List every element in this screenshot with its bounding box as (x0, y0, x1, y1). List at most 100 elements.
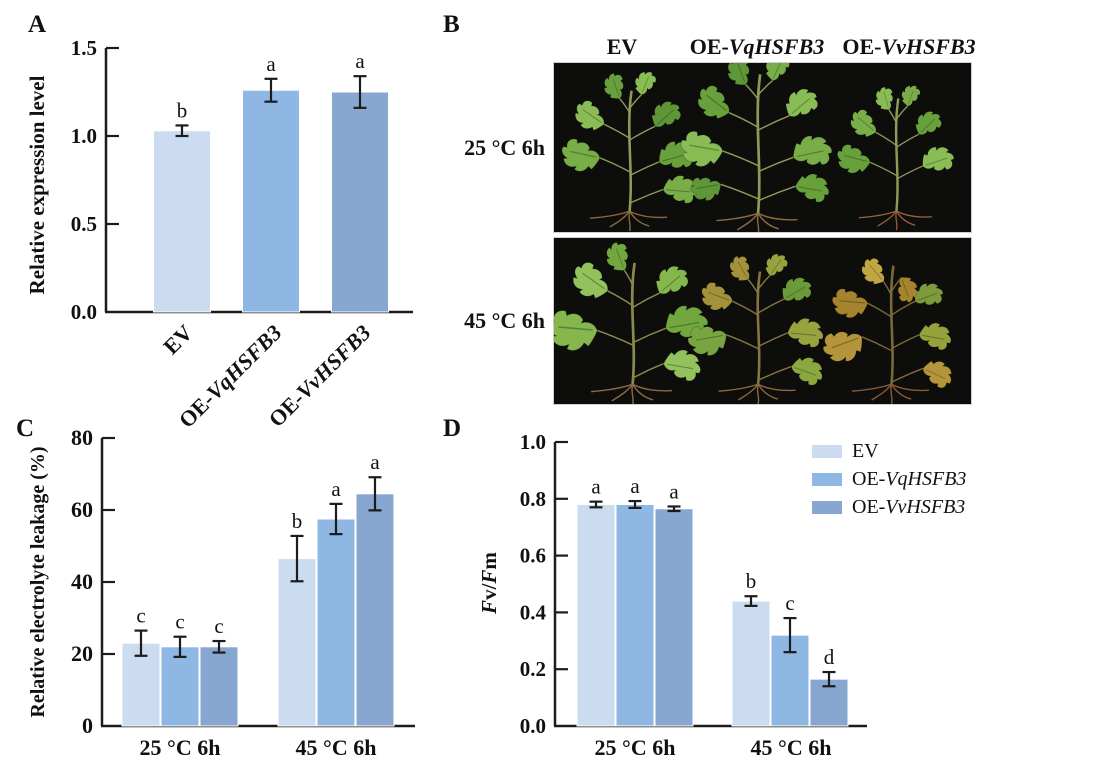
plant-leaf (873, 85, 897, 112)
y-tick-label: 0.8 (520, 487, 546, 511)
legend: EVOE-VqHSFB3OE-VvHSFB3 (812, 440, 966, 518)
plant-roots (591, 384, 672, 404)
chart-a-expression: 0.00.51.01.5Relative expression levelbaa… (0, 0, 445, 415)
y-tick-label: 1.5 (71, 36, 97, 60)
plant-leaf (650, 259, 693, 301)
plant-roots (859, 211, 932, 230)
plant-leaf (601, 71, 628, 102)
photo-25c-plants-drawing (554, 63, 971, 232)
y-tick-label: 0.5 (71, 212, 97, 236)
photo-row-label-25c: 25 °C 6h (464, 135, 545, 161)
legend-swatch (812, 473, 842, 486)
photo-column-label-ev: EV (607, 34, 638, 60)
sig-letter: c (214, 614, 223, 638)
plant-leaf (899, 82, 922, 108)
chart-d-fvfm: 0.00.20.40.60.81.0Fv/Fmabacad25 °C 6h45 … (440, 415, 1095, 763)
sig-letter: a (630, 474, 640, 498)
legend-swatch (812, 501, 842, 514)
y-tick-label: 40 (71, 569, 93, 594)
plant (686, 249, 827, 404)
photo-column-label-vv: OE-VvHSFB3 (842, 34, 975, 60)
plant-leaf (788, 353, 827, 388)
y-tick-label: 20 (71, 641, 93, 666)
plant-leaf (787, 317, 825, 348)
photo-45c-plants (553, 237, 972, 405)
sig-letter: d (824, 645, 835, 669)
y-axis-title: Fv/Fm (477, 552, 501, 615)
y-tick-label: 0.0 (71, 300, 97, 324)
plant-stem (632, 263, 634, 384)
bar (278, 559, 316, 726)
y-axis-title: Relative expression level (25, 75, 49, 294)
plant-leaf (793, 171, 831, 203)
plant-roots (590, 211, 667, 231)
plant-leaf (566, 258, 616, 306)
x-category-label: 45 °C 6h (751, 735, 832, 760)
photo-25c-plants (553, 62, 972, 233)
plant-leaf (790, 132, 835, 170)
bar (655, 509, 693, 726)
plant-stem (891, 266, 893, 385)
plant-leaf (833, 142, 873, 177)
bar (577, 504, 615, 726)
y-axis-title: Relative electrolyte leakage (%) (27, 446, 49, 717)
legend-label: EV (852, 440, 879, 462)
chart-c-electrolyte-leakage: 0 20 40 60 80 Relative electrolyte leakage (%… (0, 415, 450, 763)
bar (356, 494, 394, 726)
plant-roots (719, 384, 796, 404)
y-tick-label: 0.2 (520, 657, 546, 681)
plant-roots (717, 213, 798, 232)
bar (161, 647, 199, 726)
bar (154, 131, 211, 312)
bar (616, 504, 654, 726)
plant-leaf (831, 288, 869, 319)
sig-letter: a (370, 450, 380, 474)
x-category-label: 45 °C 6h (296, 735, 377, 760)
y-tick-label: 0.6 (520, 544, 546, 568)
plant-leaf (602, 240, 633, 275)
bar (200, 647, 238, 726)
plant-leaf (689, 174, 723, 203)
plant-leaf (697, 280, 736, 315)
sig-letter: c (785, 591, 794, 615)
plant-leaf (558, 137, 602, 175)
plant-leaf (725, 253, 756, 286)
plant-leaf (723, 63, 754, 89)
plant (833, 82, 956, 229)
legend-label: OE-VvHSFB3 (852, 496, 965, 518)
plant-leaf (631, 68, 658, 98)
bar (332, 92, 389, 312)
plant (554, 240, 710, 404)
sig-letter: a (669, 479, 679, 503)
plant-leaf (761, 63, 792, 84)
plant-leaf (918, 142, 957, 176)
sig-letter: b (177, 98, 188, 122)
sig-letter: a (266, 52, 276, 76)
sig-letter: a (591, 475, 601, 499)
y-tick-label: 1.0 (71, 124, 97, 148)
x-category-label: 25 °C 6h (140, 735, 221, 760)
plant (558, 68, 698, 231)
y-tick-label: 80 (71, 425, 93, 450)
y-tick-label: 0.4 (520, 600, 547, 624)
sig-letter: b (292, 509, 303, 533)
bar (732, 601, 770, 726)
photo-row-label-45c: 45 °C 6h (464, 308, 545, 334)
plant (678, 63, 835, 232)
x-category-label: 25 °C 6h (595, 735, 676, 760)
plant-leaf (777, 272, 816, 308)
plant-leaf (779, 82, 822, 124)
y-tick-label: 0 (82, 713, 93, 738)
plant-leaf (845, 106, 882, 142)
plant-roots (852, 384, 929, 404)
legend-swatch (812, 445, 842, 458)
plant-stem (896, 98, 898, 211)
plant (819, 254, 957, 404)
sig-letter: b (746, 569, 757, 593)
sig-letter: c (136, 604, 145, 628)
photo-column-label-vq: OE-VqHSFB3 (690, 34, 825, 60)
y-tick-label: 60 (71, 497, 93, 522)
plant-leaf (919, 356, 957, 391)
panel-b-label: B (443, 12, 460, 37)
figure: A B C D 0.00.51.01.5Relative expression … (0, 0, 1095, 763)
